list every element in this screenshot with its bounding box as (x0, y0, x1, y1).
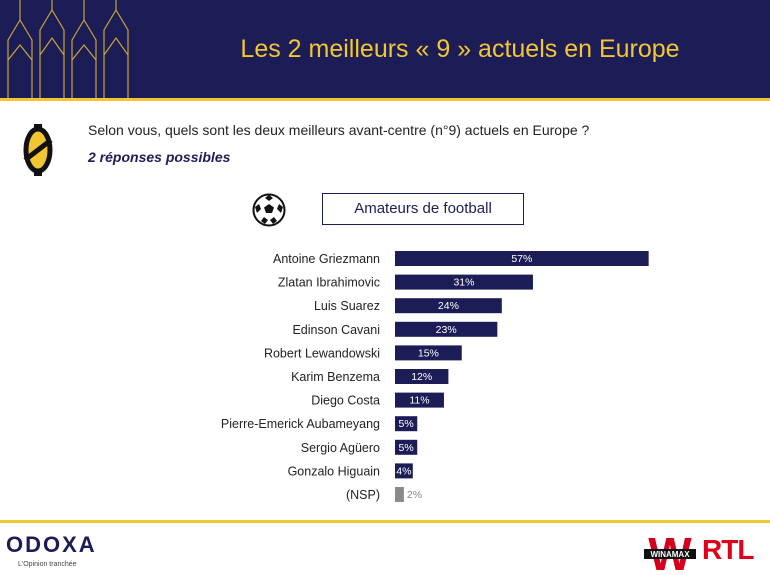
segment-label-box: Amateurs de football (322, 193, 524, 225)
category-label: Robert Lewandowski (264, 346, 380, 360)
value-label: 5% (399, 442, 414, 454)
value-label: 24% (438, 300, 459, 312)
winamax-logo-text: WINAMAX (650, 550, 690, 559)
bar (395, 274, 533, 290)
bar (395, 416, 418, 432)
bar (395, 345, 462, 361)
answer-note: 2 réponses possibles (88, 149, 231, 165)
value-label: 12% (411, 371, 432, 383)
value-label: 4% (396, 465, 411, 477)
odoxa-tagline: L'Opinion tranchée (18, 561, 77, 568)
bar (395, 321, 498, 337)
category-label: Gonzalo Higuain (288, 464, 380, 478)
header-pattern-decoration (7, 0, 129, 98)
winamax-logo: W WINAMAX (644, 530, 696, 572)
category-label: Pierre-Emerick Aubameyang (221, 417, 380, 431)
category-label: Zlatan Ibrahimovic (278, 276, 380, 290)
value-label: 57% (511, 253, 532, 265)
bar (395, 298, 502, 314)
category-label: Luis Suarez (314, 299, 380, 313)
odoxa-logo-text: ODOXA (6, 532, 97, 557)
category-label: Karim Benzema (291, 370, 380, 384)
bar (395, 439, 418, 455)
value-label: 5% (399, 418, 414, 430)
category-label: Edinson Cavani (292, 323, 380, 337)
value-label: 31% (453, 277, 474, 289)
header-divider (0, 98, 770, 101)
football-icon (252, 193, 286, 227)
rtl-logo: RTL (702, 534, 754, 565)
category-label: Diego Costa (311, 394, 380, 408)
category-label: Sergio Agüero (301, 441, 380, 455)
bar (395, 251, 649, 266)
value-label: 2% (407, 489, 422, 501)
bar (395, 392, 444, 408)
value-label: 15% (418, 347, 439, 359)
question-text: Selon vous, quels sont les deux meilleur… (88, 122, 590, 138)
bar (395, 487, 404, 502)
category-label: (NSP) (346, 488, 380, 502)
page-title: Les 2 meilleurs « 9 » actuels en Europe (240, 35, 680, 63)
footer-divider (0, 520, 770, 523)
bar (395, 369, 449, 384)
odoxa-o-icon (23, 124, 53, 176)
value-label: 11% (409, 395, 429, 407)
value-label: 23% (436, 324, 457, 336)
header-banner: Les 2 meilleurs « 9 » actuels en Europe (0, 0, 770, 98)
bar (395, 463, 413, 479)
category-label: Antoine Griezmann (273, 252, 380, 266)
